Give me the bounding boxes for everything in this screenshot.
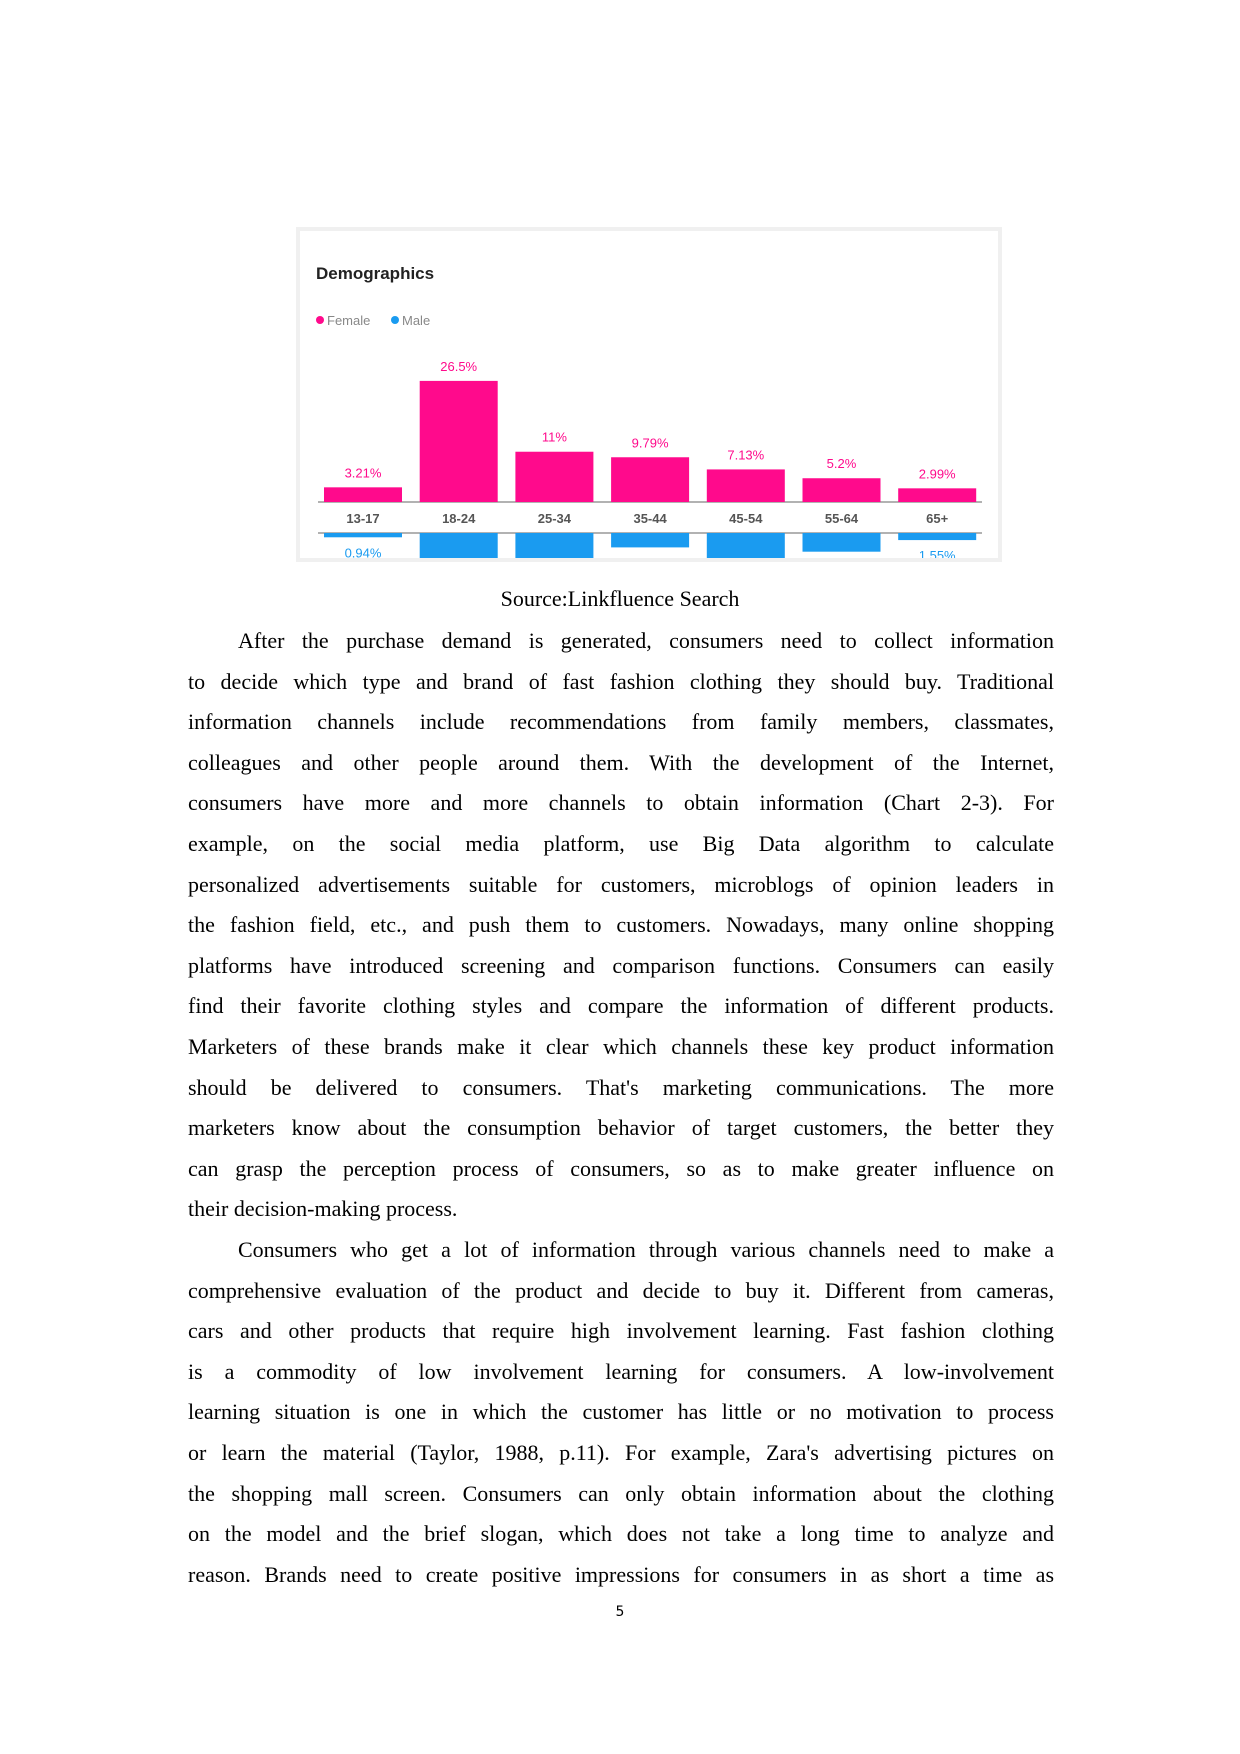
- category-label-35-44: 35-44: [633, 511, 667, 526]
- legend-label-female: Female: [327, 313, 370, 328]
- bar-male-65+: [898, 533, 977, 541]
- text-line: should be delivered to consumers. That's…: [188, 1074, 1054, 1100]
- bar-female-65+: [898, 488, 977, 502]
- category-label-13-17: 13-17: [346, 511, 379, 526]
- category-label-65+: 65+: [926, 511, 948, 526]
- figure-caption: Source:Linkfluence Search: [500, 586, 740, 611]
- category-label-55-64: 55-64: [825, 511, 859, 526]
- data-label-male-35-44: 3.15%: [632, 555, 669, 558]
- text-line: the fashion field, etc., and push them t…: [188, 912, 1054, 938]
- data-label-female-65+: 2.99%: [919, 466, 956, 481]
- legend-label-male: Male: [402, 313, 430, 328]
- data-label-male-65+: 1.55%: [919, 548, 956, 558]
- data-label-female-25-34: 11%: [542, 430, 567, 445]
- text-line: their decision-making process.: [188, 1196, 458, 1222]
- bar-male-18-24: [419, 533, 498, 558]
- data-label-female-45-54: 7.13%: [727, 447, 764, 462]
- text-line: find their favorite clothing styles and …: [188, 993, 1054, 1019]
- chart-svg: Demographics Female Male 3.21% 0.94% 13-17 26.…: [316, 264, 982, 558]
- text-line: marketers know about the consumption beh…: [188, 1115, 1054, 1141]
- page-number: 5: [615, 1604, 625, 1620]
- text-line: can grasp the perception process of cons…: [188, 1155, 1054, 1181]
- bar-male-13-17: [324, 533, 402, 538]
- text-line: platforms have introduced screening and …: [188, 952, 1054, 978]
- category-label-18-24: 18-24: [442, 511, 476, 526]
- legend-marker-female: [316, 316, 324, 324]
- bar-female-18-24: [419, 380, 498, 502]
- bar-male-25-34: [515, 533, 594, 558]
- legend-marker-male: [391, 316, 399, 324]
- bar-female-45-54: [706, 469, 785, 502]
- category-label-25-34: 25-34: [538, 511, 572, 526]
- text-line: on the model and the brief slogan, which…: [188, 1521, 1054, 1547]
- data-label-female-55-64: 5.2%: [827, 456, 857, 471]
- text-line: personalized advertisements suitable for…: [188, 871, 1054, 897]
- chart-title: Demographics: [316, 264, 434, 283]
- text-line: comprehensive evaluation of the product …: [188, 1277, 1054, 1303]
- text-line: is a commodity of low involvement learni…: [188, 1358, 1054, 1384]
- category-label-45-54: 45-54: [729, 511, 763, 526]
- bar-female-55-64: [802, 478, 881, 502]
- text-line: Marketers of these brands make it clear …: [188, 1034, 1054, 1059]
- text-line: colleagues and other people around them.…: [188, 749, 1054, 775]
- data-label-male-13-17: 0.94%: [345, 545, 382, 558]
- demographics-chart: Demographics Female Male 3.21% 0.94% 13-17 26.…: [296, 227, 1002, 562]
- text-line: After the purchase demand is generated, …: [238, 628, 1054, 653]
- text-line: consumers have more and more channels to…: [188, 790, 1054, 816]
- bar-female-35-44: [611, 457, 690, 502]
- data-label-female-13-17: 3.21%: [345, 465, 382, 480]
- bar-male-55-64: [802, 533, 881, 552]
- text-line: information channels include recommendat…: [188, 709, 1054, 735]
- text-line: to decide which type and brand of fast f…: [188, 668, 1054, 694]
- bar-female-13-17: [324, 487, 402, 502]
- bar-male-45-54: [706, 533, 785, 558]
- text-line: the shopping mall screen. Consumers can …: [188, 1480, 1054, 1506]
- data-label-female-35-44: 9.79%: [632, 435, 669, 450]
- text-line: reason. Brands need to create positive i…: [188, 1561, 1054, 1587]
- text-line: or learn the material (Taylor, 1988, p.1…: [188, 1440, 1054, 1465]
- text-line: example, on the social media platform, u…: [188, 831, 1054, 856]
- bar-male-35-44: [611, 533, 690, 548]
- bar-female-25-34: [515, 451, 594, 502]
- text-line: learning situation is one in which the c…: [188, 1399, 1054, 1425]
- text-line: cars and other products that require hig…: [188, 1318, 1054, 1344]
- text-line: Consumers who get a lot of information t…: [238, 1237, 1054, 1262]
- data-label-female-18-24: 26.5%: [440, 359, 477, 374]
